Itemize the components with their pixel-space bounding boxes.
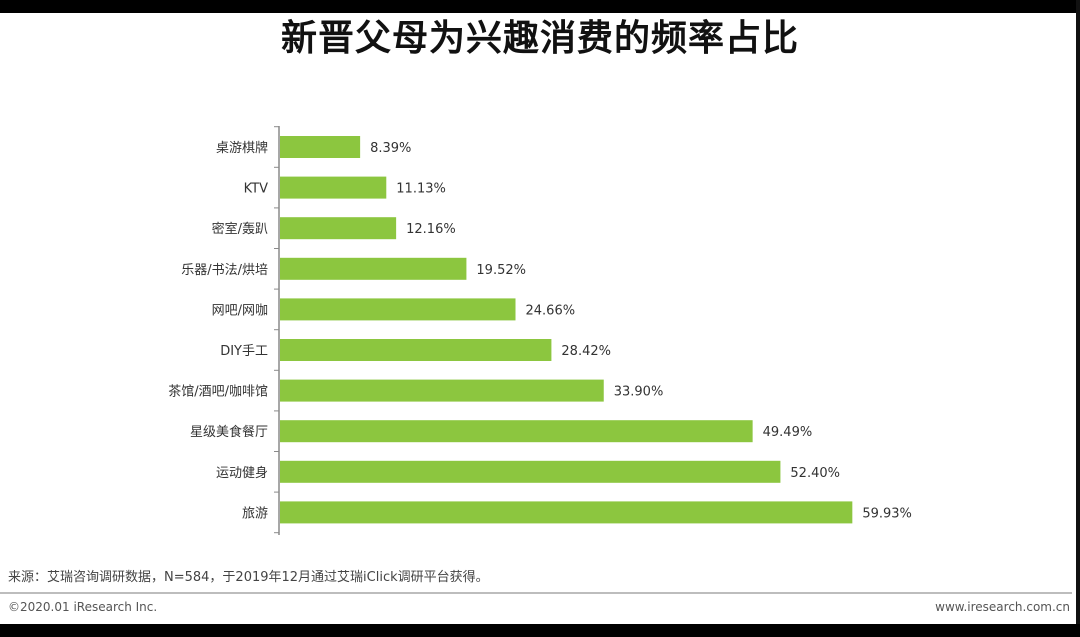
category-label: 茶馆/酒吧/咖啡馆 bbox=[168, 384, 268, 400]
value-label: 11.13% bbox=[396, 182, 446, 197]
value-label: 8.39% bbox=[370, 141, 411, 156]
bar bbox=[280, 176, 387, 199]
bar bbox=[280, 339, 552, 361]
category-label: KTV bbox=[244, 182, 268, 197]
bar bbox=[280, 298, 516, 321]
category-label: 密室/轰趴 bbox=[212, 221, 268, 237]
category-label: 运动健身 bbox=[216, 465, 268, 481]
copyright: ©2020.01 iResearch Inc. bbox=[8, 600, 158, 614]
value-label: 59.93% bbox=[862, 506, 912, 521]
top-bar bbox=[0, 0, 1080, 13]
bar bbox=[280, 136, 361, 158]
right-edge bbox=[1076, 0, 1080, 637]
value-label: 52.40% bbox=[790, 466, 840, 481]
chart-title: 新晋父母为兴趣消费的频率占比 bbox=[280, 18, 799, 59]
bar bbox=[280, 217, 397, 240]
category-label: 桌游棋牌 bbox=[216, 140, 268, 156]
value-label: 24.66% bbox=[526, 303, 576, 318]
bars: 桌游棋牌 8.39% KTV 11.13% 密室/轰趴 12.16% 乐器/书法/烘培 19.… bbox=[168, 126, 912, 534]
footer-divider bbox=[0, 592, 1072, 594]
bar bbox=[280, 257, 467, 280]
source-note: 来源：艾瑞咨询调研数据，N=584，于2019年12月通过艾瑞iClick调研平… bbox=[8, 570, 489, 585]
value-label: 49.49% bbox=[763, 425, 813, 440]
bar bbox=[280, 460, 781, 483]
value-label: 12.16% bbox=[406, 222, 456, 237]
bar bbox=[280, 420, 753, 443]
bar bbox=[280, 379, 604, 402]
value-label: 33.90% bbox=[614, 385, 664, 400]
bottom-bar bbox=[0, 624, 1080, 637]
category-label: DIY手工 bbox=[220, 344, 268, 359]
category-label: 星级美食餐厅 bbox=[190, 424, 268, 440]
value-label: 28.42% bbox=[561, 344, 611, 359]
category-label: 旅游 bbox=[242, 506, 268, 521]
category-label: 网吧/网咖 bbox=[212, 303, 268, 318]
value-label: 19.52% bbox=[476, 263, 526, 278]
website-link[interactable]: www.iresearch.com.cn bbox=[935, 600, 1070, 614]
category-label: 乐器/书法/烘培 bbox=[181, 262, 268, 278]
bar bbox=[280, 501, 853, 524]
